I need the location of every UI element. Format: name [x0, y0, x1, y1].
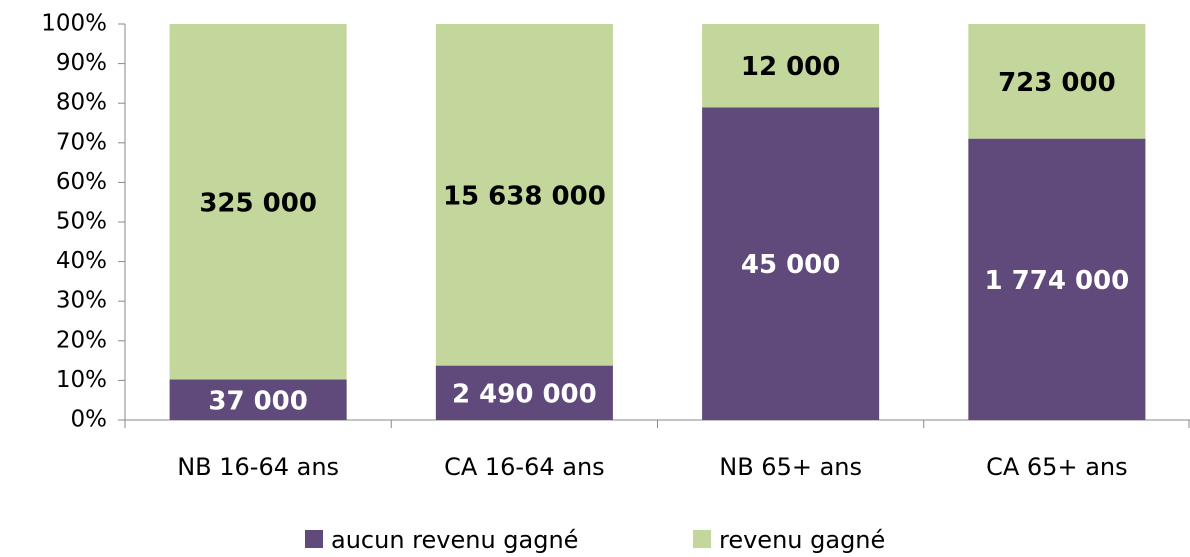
data-label: 325 000	[199, 188, 317, 218]
x-tick-label: CA 65+ ans	[986, 453, 1128, 481]
data-label: 1 774 000	[985, 266, 1130, 296]
data-label: 15 638 000	[443, 181, 606, 211]
bar-segment	[702, 24, 880, 108]
x-tick-label: NB 65+ ans	[719, 453, 862, 481]
y-tick-label: 100%	[41, 11, 107, 37]
data-label: 45 000	[741, 250, 841, 280]
bar-segment	[968, 138, 1146, 420]
bar-segment	[169, 24, 347, 380]
y-tick-label: 60%	[56, 169, 107, 195]
y-tick-label: 40%	[56, 248, 107, 274]
y-tick-label: 20%	[56, 327, 107, 353]
legend-swatch	[693, 530, 711, 548]
bar-segment	[968, 24, 1146, 139]
y-tick-label: 0%	[71, 407, 108, 433]
legend-label: aucun revenu gagné	[331, 526, 578, 554]
y-tick-label: 70%	[56, 129, 107, 155]
data-label: 12 000	[741, 52, 841, 82]
data-label: 723 000	[998, 68, 1116, 98]
y-tick-label: 50%	[56, 209, 107, 235]
y-tick-label: 30%	[56, 288, 107, 314]
legend-swatch	[305, 530, 323, 548]
bar-segment	[435, 24, 613, 366]
x-tick-label: NB 16-64 ans	[177, 453, 339, 481]
bar-segment	[169, 379, 347, 420]
data-label: 37 000	[208, 386, 308, 416]
bar-segment	[435, 365, 613, 420]
data-label: 2 490 000	[452, 379, 597, 409]
bar-segment	[702, 107, 880, 421]
y-tick-label: 10%	[56, 367, 107, 393]
legend-label: revenu gagné	[719, 526, 885, 554]
x-tick-label: CA 16-64 ans	[444, 453, 605, 481]
y-tick-label: 80%	[56, 90, 107, 116]
y-tick-label: 90%	[56, 50, 107, 76]
